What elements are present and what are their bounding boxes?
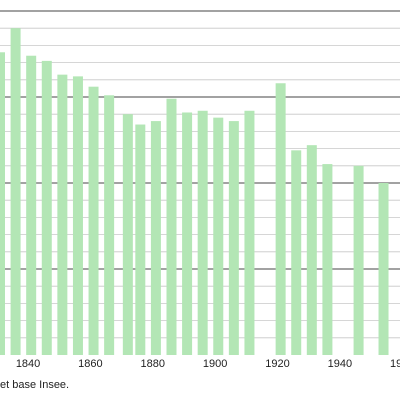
x-tick-label: 1940 — [328, 358, 352, 370]
bar — [88, 86, 99, 356]
bar — [104, 95, 115, 355]
footnote: et base Insee. — [0, 379, 69, 391]
bar — [26, 55, 37, 355]
bar — [213, 117, 224, 355]
bar — [135, 124, 146, 355]
bar — [322, 164, 333, 355]
bar — [150, 121, 161, 356]
bar — [228, 121, 239, 356]
x-tick-label: 1900 — [203, 358, 227, 370]
bar — [10, 28, 21, 355]
bar — [72, 76, 83, 356]
bar — [275, 83, 286, 355]
x-tick-label: 1840 — [16, 358, 40, 370]
bar — [41, 60, 52, 355]
bar — [378, 183, 389, 355]
bar — [244, 110, 255, 355]
x-tick-label: 1880 — [141, 358, 165, 370]
x-tick-label: 1920 — [265, 358, 289, 370]
bar — [353, 165, 364, 355]
bar — [182, 112, 193, 355]
bar — [197, 110, 208, 355]
bar — [306, 145, 317, 355]
bar — [0, 52, 5, 355]
x-tick-label: 1860 — [78, 358, 102, 370]
bar — [166, 98, 177, 356]
bar — [122, 114, 133, 355]
bar — [291, 150, 302, 355]
x-tick-label: 1960 — [390, 358, 400, 370]
bar — [57, 74, 68, 356]
